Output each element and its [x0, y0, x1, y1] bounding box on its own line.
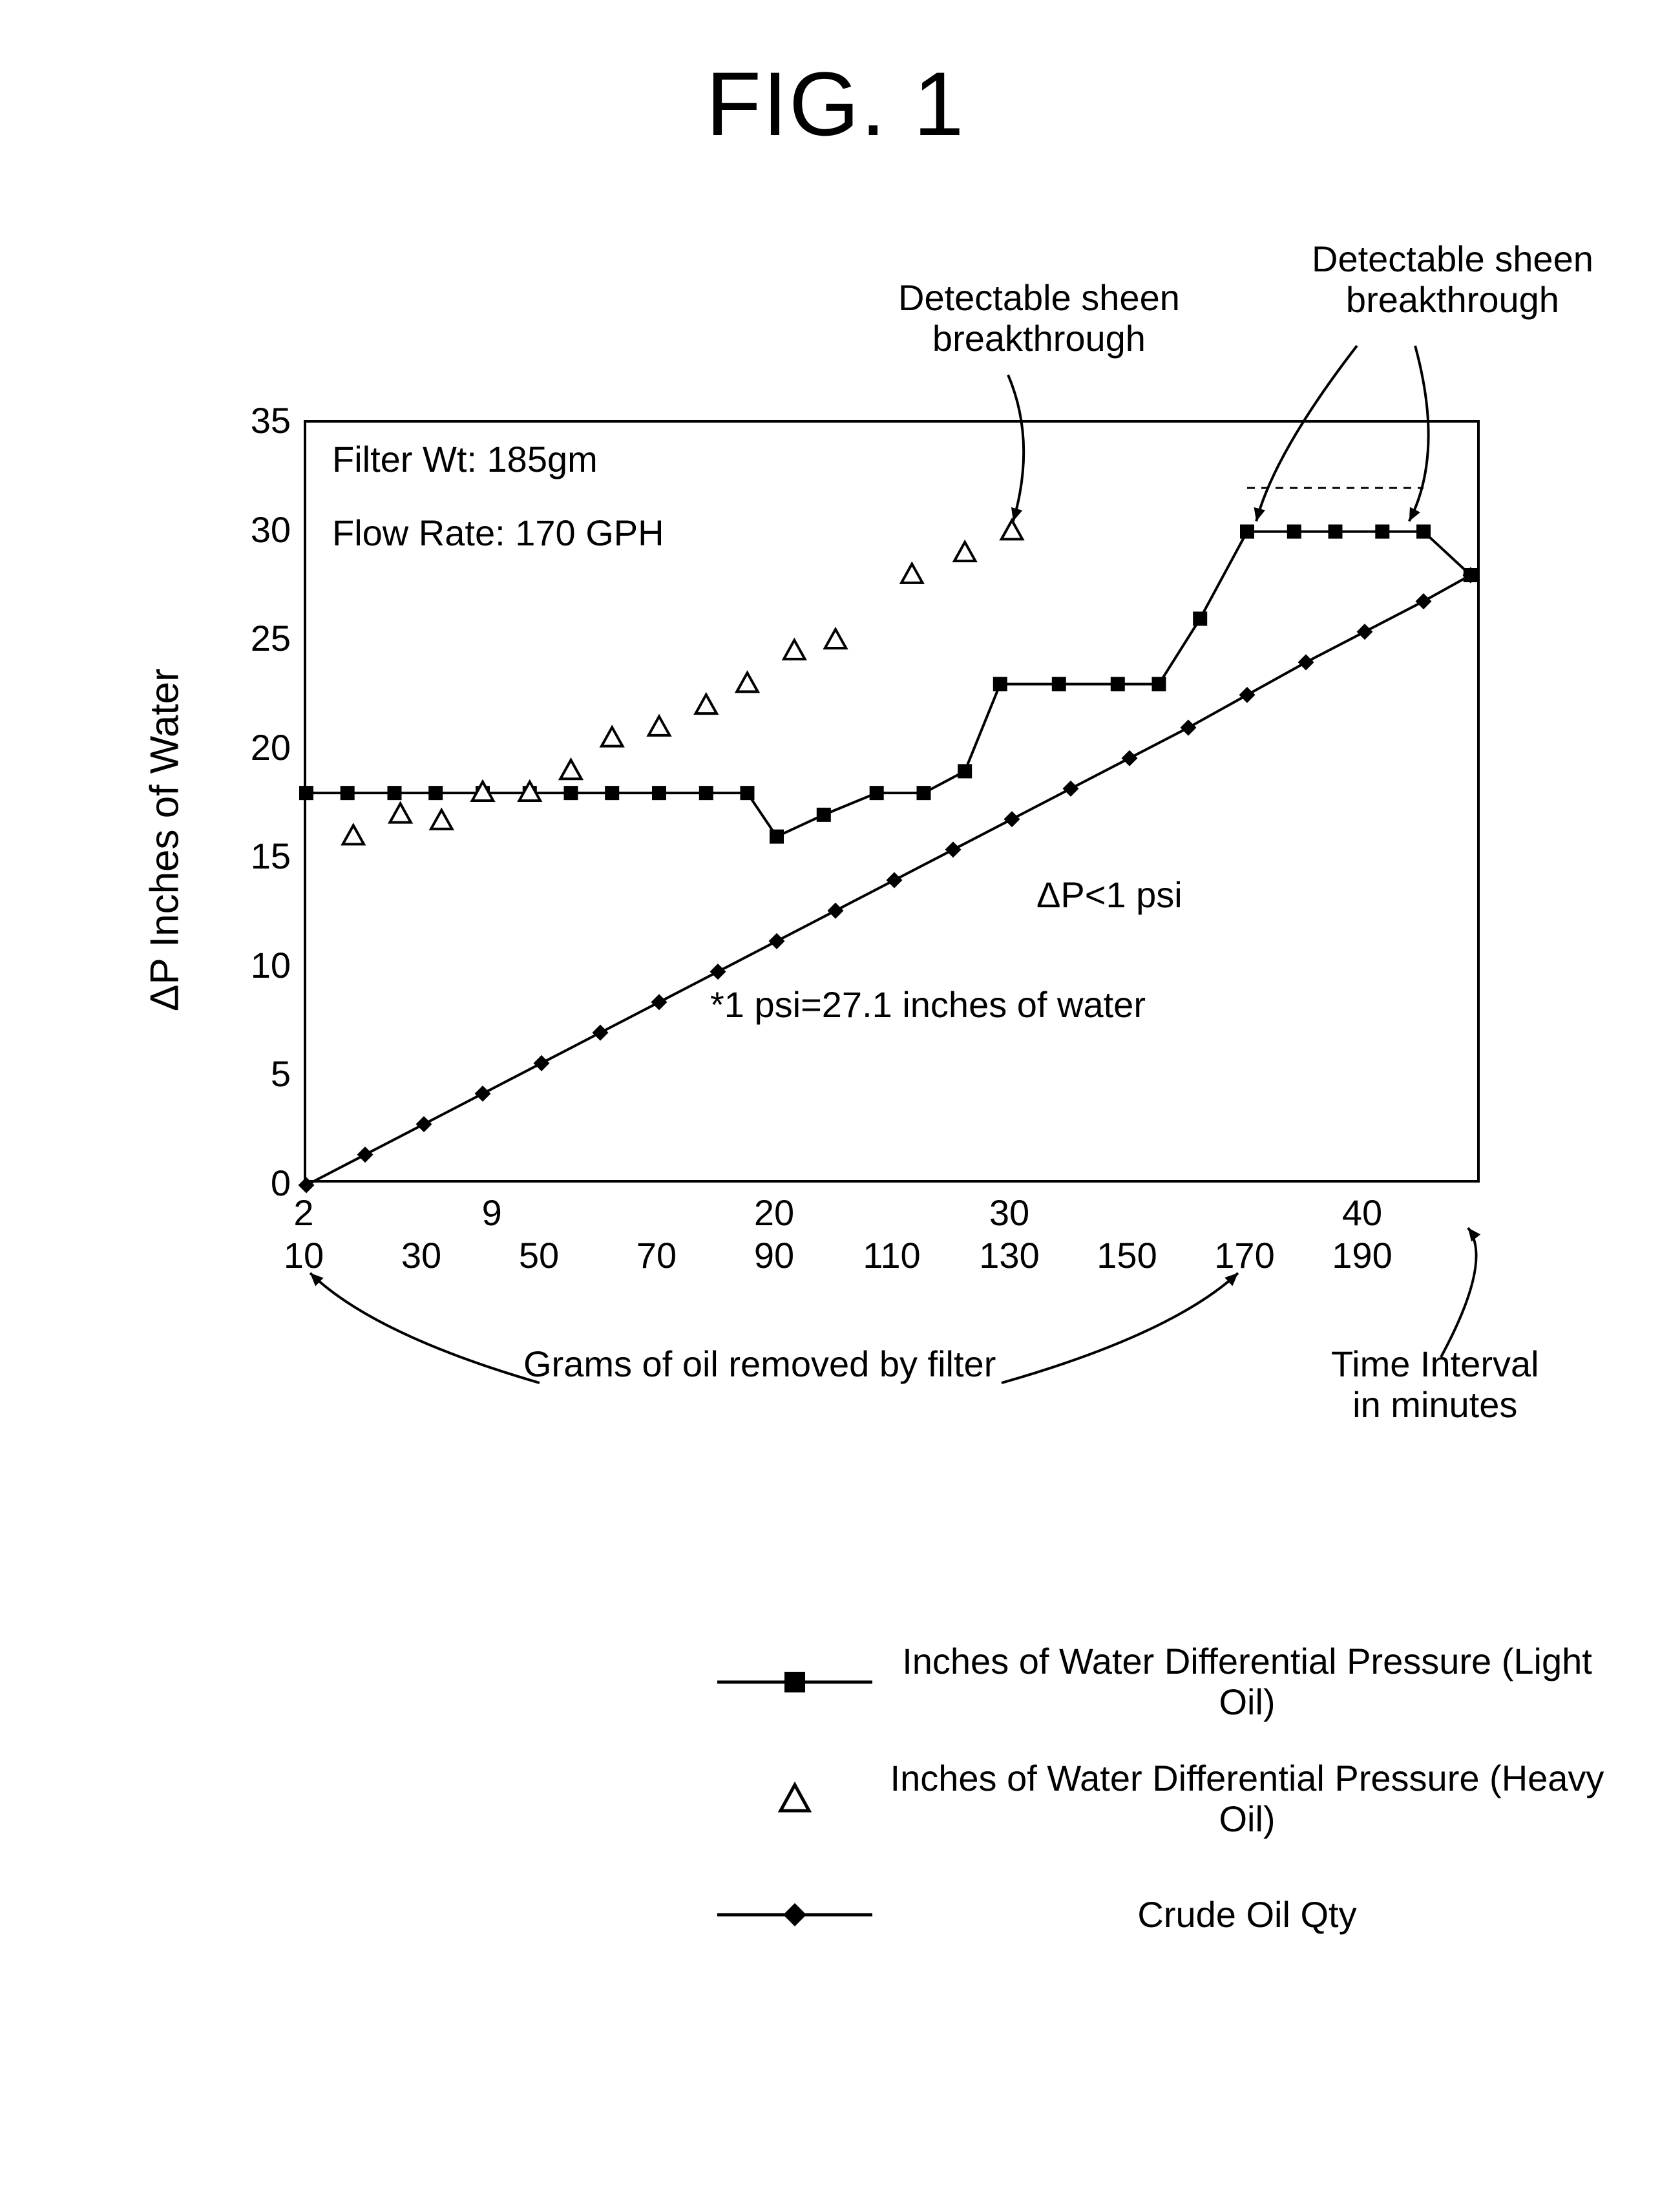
time-interval-label: Time Interval in minutes: [1331, 1344, 1539, 1425]
legend: Inches of Water Differential Pressure (L…: [704, 1641, 1609, 1990]
legend-text: Crude Oil Qty: [885, 1895, 1609, 1935]
legend-text: Inches of Water Differential Pressure (L…: [885, 1641, 1609, 1722]
chart-container: ΔP Inches of Water 05101520253035 Detect…: [149, 284, 1538, 1396]
legend-text: Inches of Water Differential Pressure (H…: [885, 1758, 1609, 1839]
grams-label: Grams of oil removed by filter: [523, 1344, 996, 1385]
legend-item: Crude Oil Qty: [704, 1876, 1609, 1954]
legend-item: Inches of Water Differential Pressure (H…: [704, 1758, 1609, 1839]
legend-symbol-triangle: [704, 1760, 885, 1838]
legend-item: Inches of Water Differential Pressure (L…: [704, 1641, 1609, 1722]
legend-symbol-square: [704, 1643, 885, 1721]
page: FIG. 1 ΔP Inches of Water 05101520253035…: [0, 0, 1671, 2212]
overlay-arrows: [149, 284, 1635, 1512]
legend-symbol-diamond: [704, 1876, 885, 1954]
figure-title: FIG. 1: [0, 52, 1671, 156]
